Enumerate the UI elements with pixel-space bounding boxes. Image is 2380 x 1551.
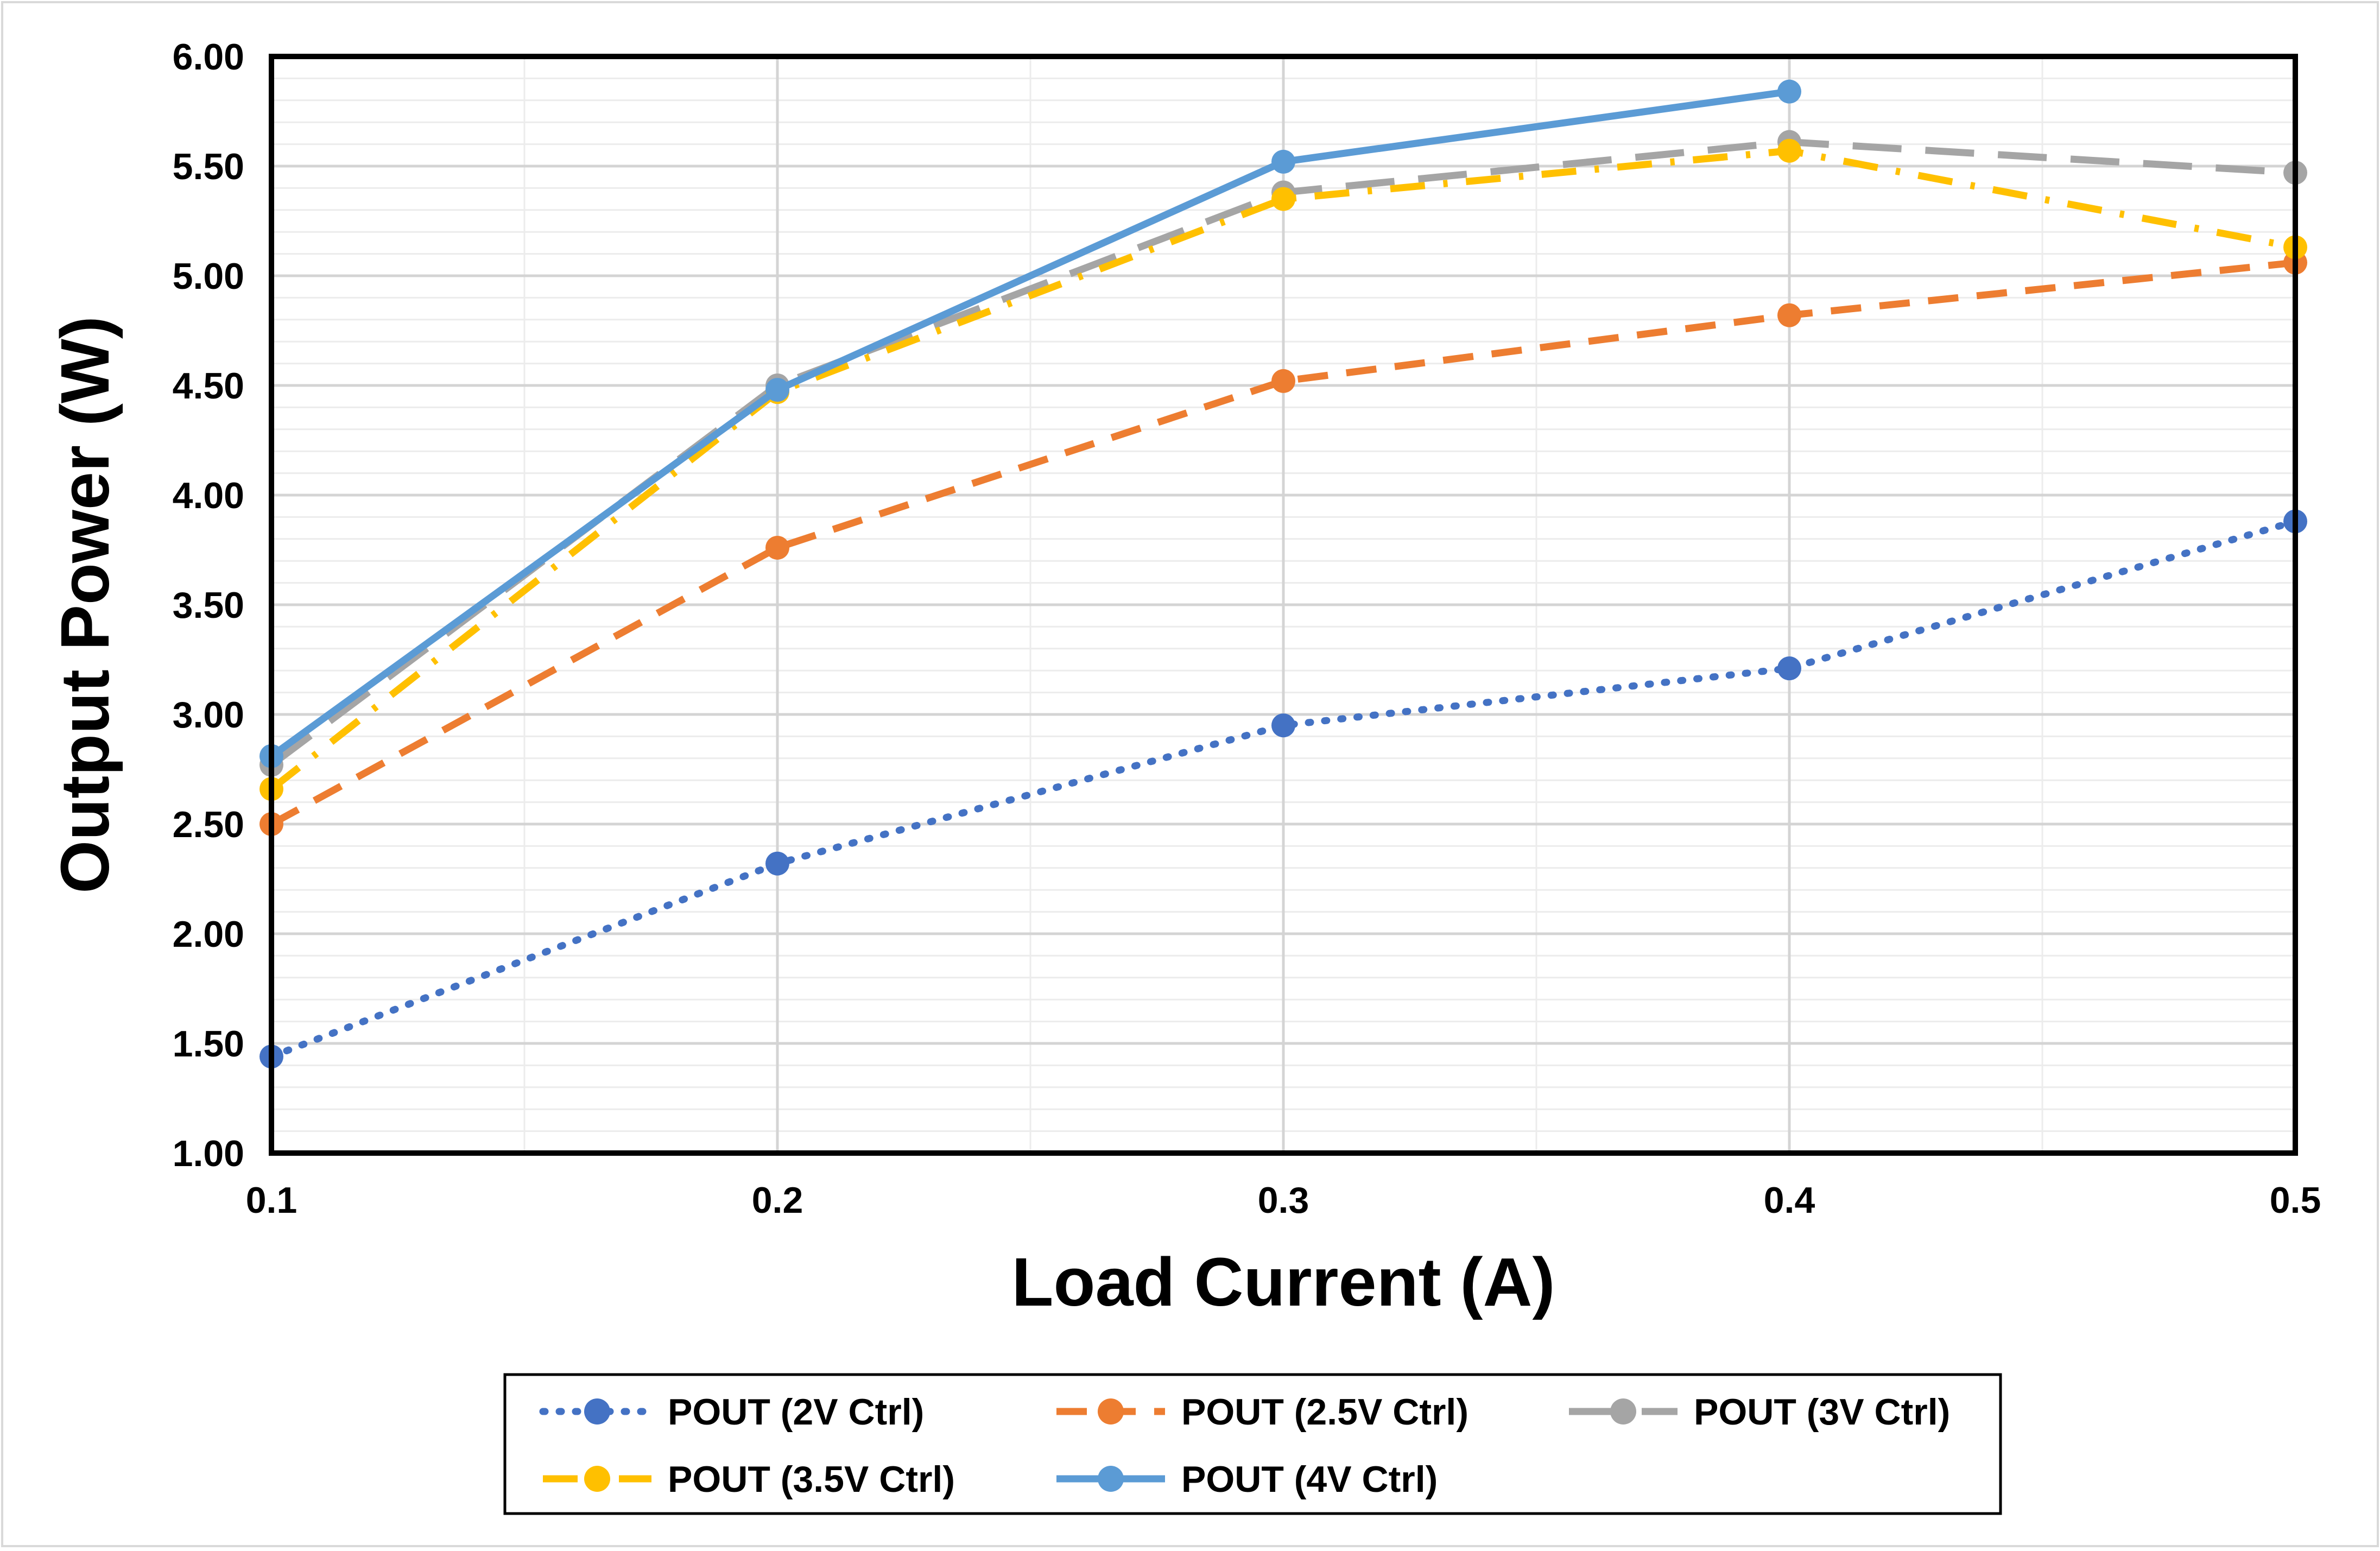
tick-labels: 1.00 1.50 2.00 2.50 3.00 3.50 4.00 4.50 5.00 5.50…: [173, 36, 2321, 1221]
legend-swatch-marker: [1098, 1398, 1124, 1425]
series-layer: [259, 79, 2307, 1069]
series-line: [269, 88, 1790, 759]
legend: POUT (2V Ctrl) POUT (2.5V Ctrl) POUT (3V C…: [503, 1373, 2002, 1515]
data-point: [1777, 138, 1801, 163]
legend-item-4: POUT (3.5V Ctrl): [543, 1459, 955, 1500]
legend-label: POUT (2V Ctrl): [668, 1391, 924, 1433]
data-point: [1271, 369, 1295, 393]
y-tick-label: 4.00: [173, 475, 244, 516]
y-tick-label: 5.00: [173, 256, 244, 297]
series-line: [268, 517, 2299, 1060]
data-point: [765, 851, 789, 876]
plot-area-frame: [269, 54, 2298, 1156]
data-point: [765, 378, 789, 402]
legend-label: POUT (3.5V Ctrl): [668, 1459, 955, 1500]
y-tick-label: 3.00: [173, 694, 244, 736]
y-tick-label: 5.50: [173, 146, 244, 187]
legend-item-2: POUT (2.5V Ctrl): [1056, 1391, 1468, 1433]
legend-item-5: POUT (4V Ctrl): [1056, 1459, 1438, 1500]
y-tick-label: 3.50: [173, 585, 244, 626]
legend-swatch-marker: [584, 1466, 610, 1492]
legend-swatch-marker: [584, 1398, 610, 1425]
y-tick-label: 1.50: [173, 1023, 244, 1065]
legend-box: [503, 1373, 2002, 1515]
data-point: [1271, 187, 1295, 211]
data-point: [1777, 79, 1801, 104]
data-point: [1271, 149, 1295, 174]
series-line: [269, 259, 2296, 827]
y-tick-label: 2.50: [173, 804, 244, 845]
data-point: [1271, 713, 1295, 738]
series-5: [259, 79, 1801, 768]
data-point: [765, 535, 789, 560]
y-tick-label: 2.00: [173, 914, 244, 955]
x-axis-title: Load Current (A): [1012, 1244, 1555, 1320]
legend-label: POUT (4V Ctrl): [1181, 1459, 1438, 1500]
legend-label: POUT (2.5V Ctrl): [1181, 1391, 1468, 1433]
legend-swatch-marker: [1610, 1398, 1636, 1425]
data-point: [1777, 656, 1801, 681]
y-tick-label: 4.50: [173, 365, 244, 407]
y-tick-label: 1.00: [173, 1133, 244, 1174]
legend-label: POUT (3V Ctrl): [1694, 1391, 1950, 1433]
data-point: [1777, 303, 1801, 327]
x-tick-label: 0.2: [752, 1180, 803, 1221]
legend-swatch-marker: [1098, 1466, 1124, 1492]
x-tick-label: 0.4: [1764, 1180, 1815, 1221]
legend-item-3: POUT (3V Ctrl): [1569, 1391, 1950, 1433]
y-tick-label: 6.00: [173, 36, 244, 78]
x-tick-label: 0.3: [1258, 1180, 1309, 1221]
y-axis-title: Output Power (W): [47, 316, 123, 894]
legend-item-1: POUT (2V Ctrl): [539, 1391, 924, 1433]
x-tick-label: 0.1: [246, 1180, 298, 1221]
x-tick-label: 0.5: [2270, 1180, 2321, 1221]
